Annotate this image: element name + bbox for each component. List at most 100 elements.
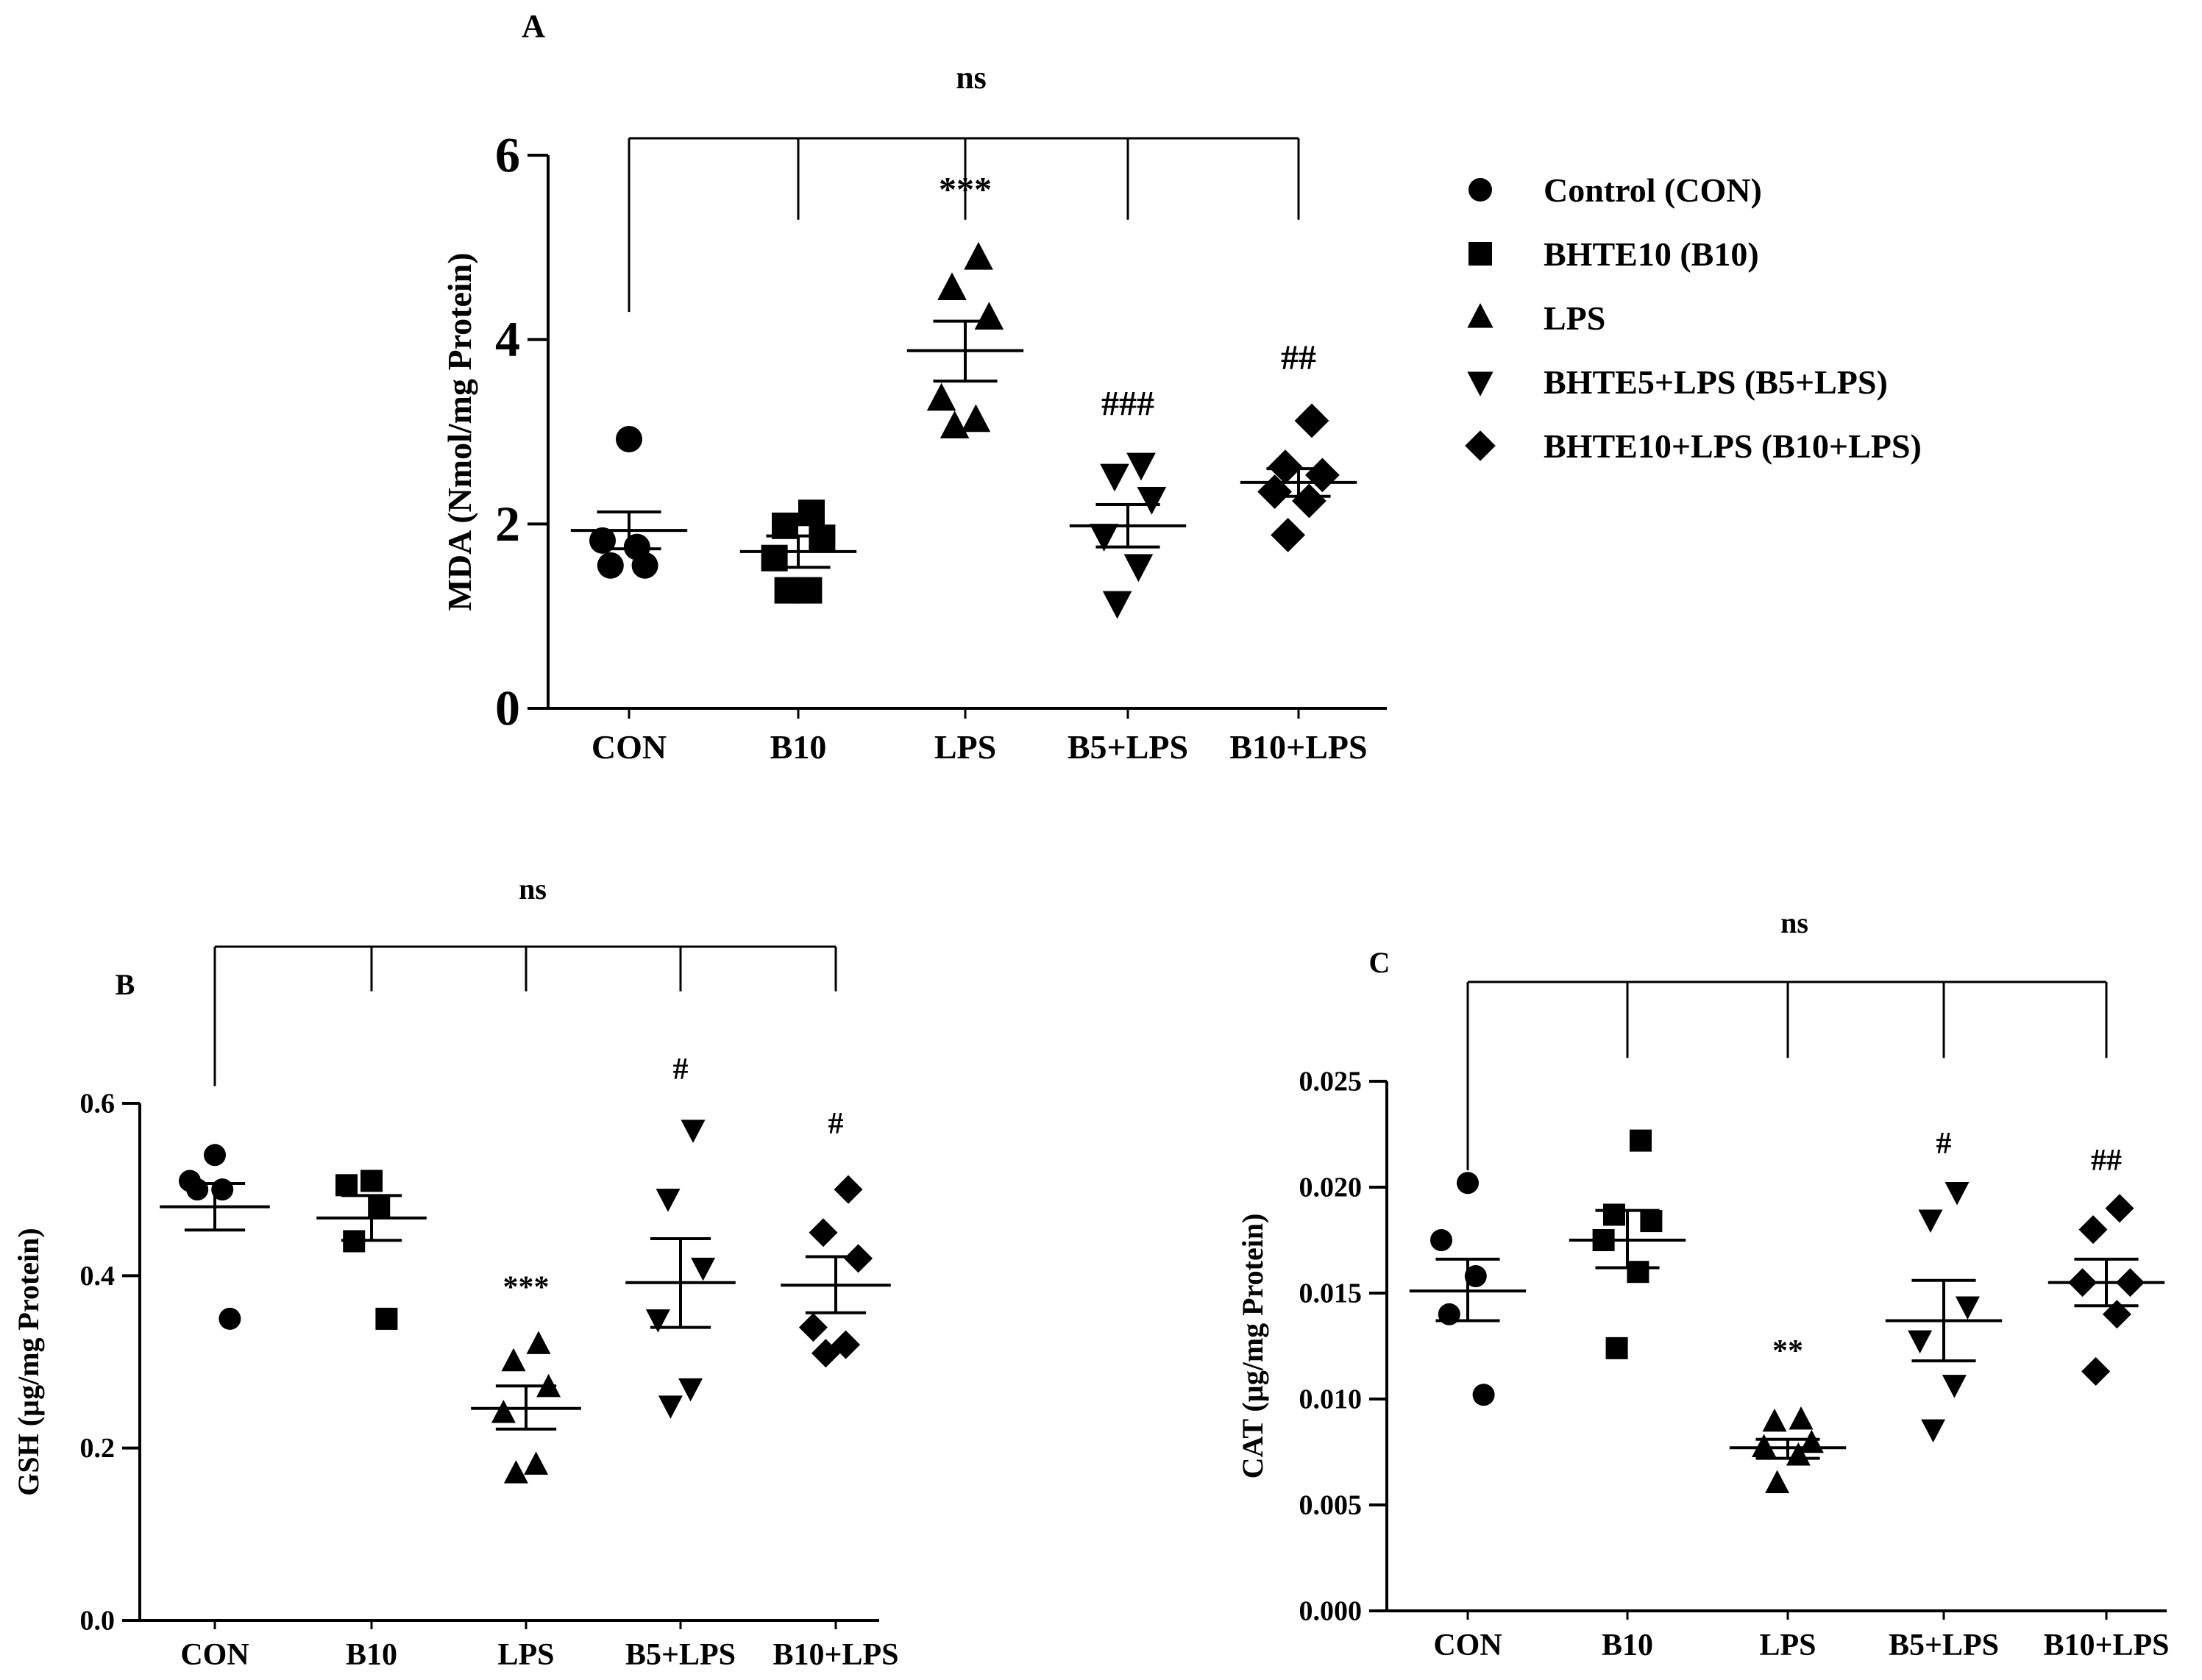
x-tick-label: LPS [497,1638,554,1672]
data-point [1137,486,1167,515]
data-point [186,1178,209,1201]
data-point [503,1460,528,1484]
data-point [645,1309,670,1333]
significance-mark: ## [2091,1144,2122,1178]
ns-label: ns [956,60,987,96]
data-point [798,499,825,527]
y-tick-label: 0.0 [80,1606,116,1637]
legend: Control (CON) BHTE10 (B10) LPS BHTE5+LPS (B… [1465,171,1922,465]
y-axis-label: MDA (Nmol/mg Protein) [441,252,478,611]
data-point [1942,1375,1967,1398]
y-axis-label: CAT (µg/mg Protein) [1236,1214,1269,1479]
legend-label: Control (CON) [1544,171,1762,209]
legend-marker [1465,430,1496,461]
data-point [1257,474,1292,509]
x-tick-label: CON [180,1638,249,1672]
ns-label: ns [1780,906,1808,939]
panel-label: C [1369,946,1391,979]
y-tick-label: 6 [495,127,520,182]
significance-mark: # [673,1053,689,1086]
data-point [1921,1419,1946,1443]
significance-mark: # [1936,1127,1952,1161]
data-point [1100,463,1129,492]
data-point [1464,1264,1487,1287]
y-tick-label: 0.015 [1299,1278,1363,1309]
data-point [1762,1408,1787,1432]
data-point [1123,554,1154,583]
y-axis-label: GSH (µg/mg Protein) [12,1228,45,1496]
data-point [1126,452,1156,481]
data-point [678,1378,703,1402]
data-point [2105,1194,2134,1223]
x-tick-label: B10 [346,1638,397,1672]
legend-marker [1468,178,1492,202]
data-point [937,272,967,301]
data-point [1799,1429,1824,1453]
y-tick-label: 0.4 [80,1261,116,1292]
y-tick-label: 0.020 [1299,1172,1363,1203]
data-point [974,302,1004,330]
data-point [491,1400,516,1423]
panel-label: B [116,968,135,1001]
data-point [589,527,616,554]
data-point [1955,1296,1980,1320]
data-point [1627,1261,1649,1284]
data-point [798,1313,828,1342]
data-point [219,1307,241,1330]
x-tick-label: B10+LPS [773,1638,899,1672]
data-point [811,1339,840,1368]
legend-label: BHTE10+LPS (B10+LPS) [1544,427,1922,465]
x-tick-label: CON [592,728,667,766]
data-point [658,1395,683,1419]
data-point [1908,1330,1933,1354]
data-point [1640,1210,1663,1233]
data-point [1605,1336,1628,1359]
legend-label: BHTE5+LPS (B5+LPS) [1544,363,1888,401]
data-point [961,404,991,433]
data-point [834,1175,863,1204]
data-point [631,552,658,579]
legend-marker [1467,371,1494,396]
data-point [1457,1172,1479,1195]
y-tick-label: 0.6 [80,1089,116,1120]
y-tick-label: 0.000 [1299,1596,1363,1627]
data-point [691,1257,716,1281]
x-tick-label: B5+LPS [1068,728,1188,766]
data-point [926,382,956,411]
panel-a-mda-chart: 0 2 4 6 MDA (Nmol/mg Protein) CON B10 LPS B5+LPS… [441,8,1387,766]
data-point [501,1348,526,1372]
y-tick-label: 2 [495,496,520,552]
data-point [1944,1182,1970,1206]
data-point [1603,1203,1625,1226]
legend-label: BHTE10 (B10) [1544,235,1759,273]
data-point [1765,1470,1790,1493]
significance-mark: ## [1281,338,1316,377]
x-tick-label: LPS [934,728,996,766]
significance-mark: # [828,1107,844,1141]
x-tick-label: B5+LPS [625,1638,736,1672]
data-point [597,552,624,579]
x-tick-label: B10+LPS [2044,1629,2170,1662]
legend-marker [1467,303,1494,328]
data-point [2078,1215,2108,1245]
data-point [1271,517,1305,552]
data-point [204,1144,226,1167]
panel-label: A [522,8,545,44]
y-tick-label: 0.025 [1299,1067,1363,1097]
data-point [940,410,970,439]
legend-label: LPS [1544,299,1605,337]
data-point [1472,1384,1495,1406]
data-point [809,524,836,552]
data-point [1102,591,1132,619]
data-point [335,1174,358,1197]
legend-marker [1468,242,1492,266]
data-point [1752,1434,1777,1457]
data-point [964,241,993,270]
y-tick-label: 4 [495,311,520,367]
data-point [526,1331,551,1354]
data-point [1630,1129,1652,1152]
x-tick-label: CON [1433,1629,1502,1662]
data-point [1294,403,1329,438]
x-tick-label: B10 [770,728,827,766]
